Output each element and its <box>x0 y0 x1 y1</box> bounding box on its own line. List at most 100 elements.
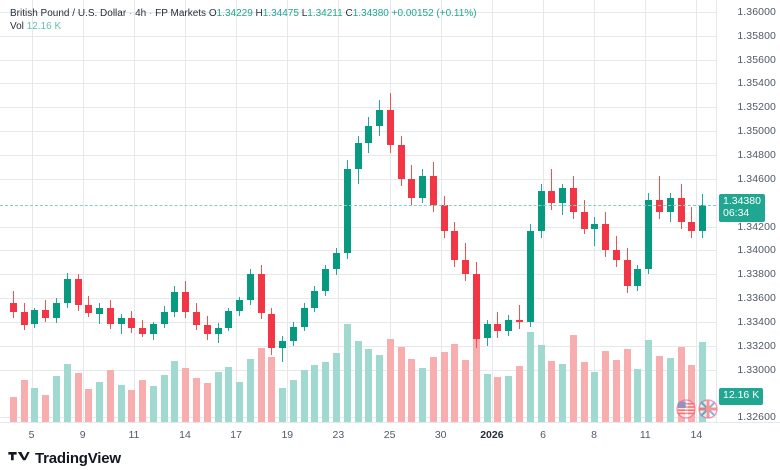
candle-body <box>64 278 71 303</box>
gridline-vertical <box>287 0 288 422</box>
candle-body <box>333 252 340 270</box>
volume-bar <box>527 332 534 422</box>
volume-bar <box>139 380 146 422</box>
tradingview-logo[interactable]: TradingView <box>8 450 121 467</box>
volume-bar <box>419 367 426 422</box>
candle-body <box>419 176 426 198</box>
gridline-horizontal <box>0 298 716 299</box>
candle-body <box>430 176 437 205</box>
volume-bar <box>193 377 200 422</box>
current-price-badge[interactable]: 1.34380 06:34 <box>719 194 765 222</box>
volume-bar <box>613 360 620 422</box>
volume-bar <box>53 376 60 422</box>
candle-body <box>311 290 318 308</box>
candle-body <box>128 318 135 328</box>
gridline-horizontal <box>0 107 716 109</box>
volume-bar <box>128 390 135 422</box>
gridline-horizontal <box>0 274 716 276</box>
candle-body <box>268 313 275 349</box>
candle-wick <box>282 336 283 363</box>
price-tick-label: 1.34600 <box>737 172 776 185</box>
price-tick-label: 1.35000 <box>737 125 776 138</box>
volume-bar <box>365 349 372 422</box>
candle-body <box>301 307 308 327</box>
gridline-vertical <box>390 0 391 422</box>
volume-bar <box>225 367 232 422</box>
volume-bar <box>570 334 577 422</box>
price-tick-label: 1.33000 <box>737 363 776 376</box>
volume-badge[interactable]: 12.16 K <box>719 388 764 405</box>
volume-bar <box>484 373 491 422</box>
price-tick-label: 1.33200 <box>737 339 776 352</box>
candle-body <box>699 205 706 232</box>
candle-body <box>559 188 566 203</box>
volume-bar <box>85 388 92 422</box>
volume-bar <box>268 357 275 422</box>
volume-bar <box>634 369 641 422</box>
candle-body <box>258 274 265 314</box>
price-tick-label: 1.36000 <box>737 5 776 18</box>
price-scale[interactable]: 1.36000 1.35800 1.35600 1.35400 1.35200 1.350… <box>716 0 780 423</box>
volume-bar <box>107 370 114 422</box>
volume-bar <box>96 382 103 422</box>
candle-body <box>171 292 178 313</box>
volume-bar <box>516 366 523 422</box>
price-tick-label: 1.35800 <box>737 29 776 42</box>
volume-bar <box>182 368 189 422</box>
volume-bar <box>430 356 437 422</box>
candle-body <box>204 325 211 334</box>
candle-body <box>678 197 685 222</box>
price-tick-label: 1.34800 <box>737 149 776 161</box>
volume-bar <box>10 396 17 422</box>
chart-pane[interactable] <box>0 0 716 422</box>
candle-body <box>408 178 415 198</box>
candle-body <box>376 109 383 127</box>
price-tick-label: 1.34200 <box>737 220 776 233</box>
candle-body <box>527 231 534 322</box>
volume-bar <box>398 346 405 422</box>
candle-body <box>591 224 598 229</box>
volume-bar <box>699 341 706 422</box>
candle-body <box>473 274 480 339</box>
candle-body <box>290 326 297 341</box>
volume-bar <box>441 351 448 422</box>
candle-body <box>53 302 60 319</box>
volume-bars <box>10 324 706 422</box>
candle-body <box>538 190 545 232</box>
candle-body <box>225 311 232 328</box>
volume-bar <box>462 359 469 422</box>
candle-wick <box>551 169 552 210</box>
volume-bar <box>171 361 178 422</box>
volume-bar <box>581 362 588 422</box>
candle-body <box>21 312 28 326</box>
time-tick-label: 17 <box>230 429 242 441</box>
volume-bar <box>505 375 512 422</box>
price-tick-label: 1.35600 <box>737 53 776 66</box>
time-scale[interactable]: 5 9 11 14 17 19 23 25 30 2026 6 8 11 14 <box>0 422 780 448</box>
current-price-badge-value: 1.34380 <box>723 195 761 207</box>
price-tick-label: 1.33800 <box>737 268 776 281</box>
volume-bar <box>494 377 501 422</box>
gridline-vertical <box>492 0 493 422</box>
volume-bar <box>538 345 545 422</box>
candle-body <box>161 312 168 325</box>
time-tick-label: 11 <box>639 429 651 441</box>
candle-body <box>688 221 695 232</box>
gridline-vertical <box>338 0 339 422</box>
volume-bar <box>355 341 362 422</box>
candle-body <box>462 259 469 275</box>
volume-bar <box>236 381 243 422</box>
price-tick-label: 1.35400 <box>737 77 776 90</box>
gridline-vertical <box>696 0 697 422</box>
volume-bar <box>31 387 38 422</box>
volume-bar <box>667 357 674 422</box>
candle-wick <box>594 217 595 246</box>
gridline-vertical <box>594 0 595 422</box>
gridline-vertical <box>134 0 135 422</box>
candle-body <box>118 318 125 325</box>
volume-bar <box>344 324 351 422</box>
candle-body <box>236 300 243 312</box>
candle-body <box>344 169 351 253</box>
us-flag-icon <box>676 399 696 419</box>
volume-bar <box>161 375 168 422</box>
